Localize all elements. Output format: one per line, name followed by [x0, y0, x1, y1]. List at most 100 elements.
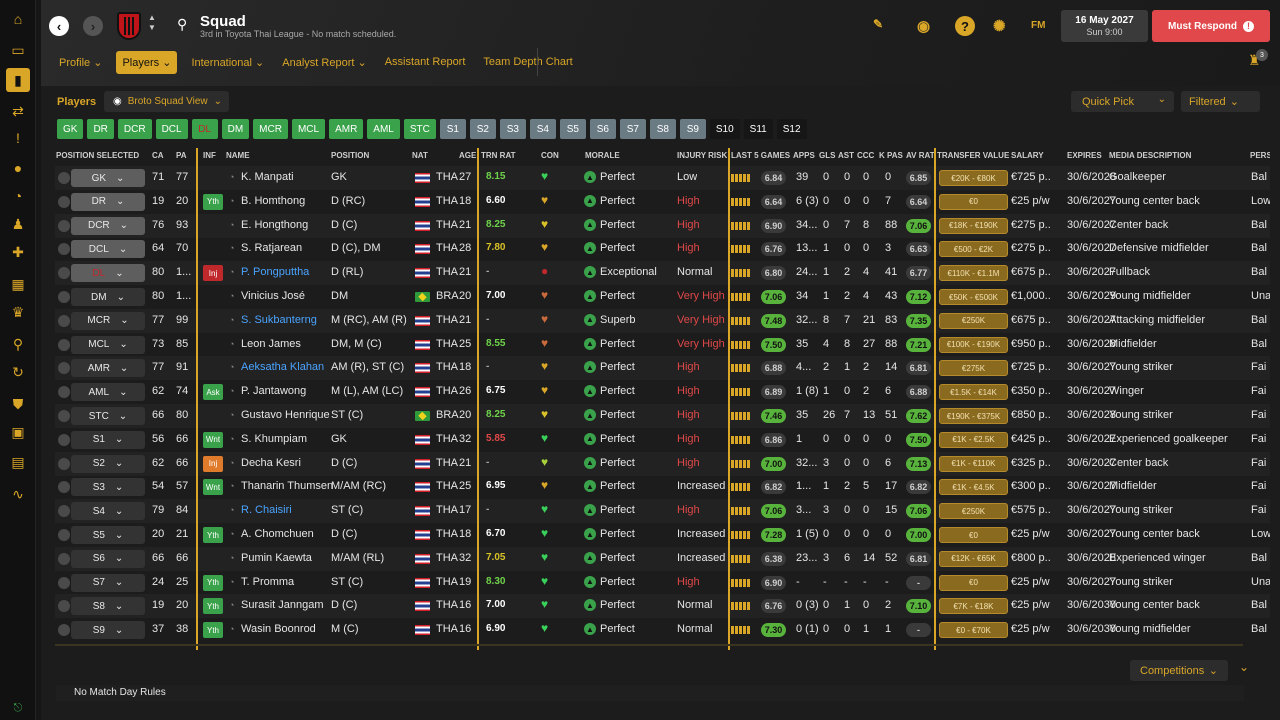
col-apps[interactable]: APPS — [793, 151, 815, 160]
player-name[interactable]: Aeksatha Klahan — [241, 361, 325, 374]
position-chip[interactable]: STC — [403, 119, 436, 139]
position-selector[interactable]: DR ⌄ — [71, 192, 145, 211]
select-checkbox[interactable] — [58, 481, 70, 494]
calendar-icon[interactable]: ▦ — [11, 275, 25, 292]
player-name[interactable]: A. Chomchuen — [241, 528, 314, 540]
home-icon[interactable]: ⌂ — [13, 11, 23, 27]
position-selector[interactable]: S3 ⌄ — [71, 478, 145, 497]
select-checkbox[interactable] — [58, 362, 70, 375]
competitions-button[interactable]: Competitions ⌄ — [1130, 660, 1228, 681]
table-row[interactable]: STC ⌄ 66 80 ◔ Gustavo Henrique ST (C) BRA 20 8.25… — [55, 404, 1270, 428]
player-name[interactable]: S. Sukbanterng — [241, 313, 317, 326]
world-icon[interactable]: ◉ — [917, 18, 931, 35]
select-checkbox[interactable] — [58, 552, 70, 565]
position-selector[interactable]: STC ⌄ — [71, 407, 145, 425]
player-name[interactable]: T. Promma — [241, 575, 295, 588]
position-selector[interactable]: S6 ⌄ — [71, 549, 145, 568]
info-badge[interactable]: Ask — [203, 384, 223, 401]
quick-pick-button[interactable]: Quick Pick ⌄ — [1071, 91, 1174, 112]
table-row[interactable]: DM ⌄ 80 1... ◔ Vinicius José DM BRA 20 7.00 ♥ ▲ Perf… — [55, 285, 1270, 309]
finance-icon[interactable]: ▣ — [11, 423, 25, 440]
position-chip[interactable]: DR — [87, 119, 114, 139]
info-badge[interactable]: Yth — [203, 193, 223, 210]
position-selector[interactable]: DL ⌄ — [71, 264, 145, 283]
col-trn-rat[interactable]: TRN RAT — [481, 151, 516, 160]
table-row[interactable]: S9 ⌄ 37 38 Yth ◔ Wasin Boonrod M (C) THA 16 6.90 ♥ ▲… — [55, 618, 1270, 642]
forward-button[interactable]: › — [83, 16, 103, 36]
col-transfer-value[interactable]: TRANSFER VALUE — [937, 151, 1010, 160]
help-icon[interactable]: ? — [955, 16, 975, 36]
position-chip[interactable]: GK — [57, 119, 84, 139]
player-name[interactable]: P. Jantawong — [241, 385, 307, 398]
player-name[interactable]: Decha Kesri — [241, 456, 301, 469]
player-name[interactable]: S. Ratjarean — [241, 242, 303, 255]
chevron-down-icon[interactable]: ⌄ — [1239, 660, 1250, 674]
search-icon[interactable]: ⚲ — [12, 335, 24, 352]
position-chip[interactable]: MCL — [291, 119, 326, 139]
col-ast[interactable]: AST — [838, 151, 854, 160]
col-pa[interactable]: PA — [176, 151, 187, 160]
player-name[interactable]: Surasit Janngam — [241, 599, 324, 612]
table-row[interactable]: S7 ⌄ 24 25 Yth ◔ T. Promma ST (C) THA 19 8.30 ♥ ▲ Per… — [55, 571, 1270, 595]
player-name[interactable]: K. Manpati — [241, 171, 294, 183]
select-checkbox[interactable] — [58, 505, 70, 518]
player-name[interactable]: P. Pongputtha — [241, 266, 310, 279]
position-selector[interactable]: S9 ⌄ — [71, 621, 145, 640]
position-selector[interactable]: GK ⌄ — [71, 169, 145, 187]
col-ca[interactable]: CA — [152, 151, 164, 160]
position-selector[interactable]: DM ⌄ — [71, 288, 145, 306]
club-switch-icon[interactable]: ▲ ▼ — [148, 13, 156, 32]
select-checkbox[interactable] — [58, 219, 70, 232]
info-badge[interactable]: Yth — [203, 622, 223, 639]
col-injury-risk[interactable]: INJURY RISK — [677, 151, 728, 160]
money-icon[interactable]: ▤ — [11, 453, 25, 470]
position-selector[interactable]: DCR ⌄ — [71, 216, 145, 235]
col-age[interactable]: AGE — [459, 151, 477, 160]
position-chip[interactable]: S12 — [776, 119, 807, 139]
select-checkbox[interactable] — [58, 243, 70, 256]
date-continue-button[interactable]: 16 May 2027 Sun 9:00 — [1061, 10, 1148, 42]
select-checkbox[interactable] — [58, 624, 70, 637]
table-row[interactable]: DCR ⌄ 76 93 ◔ E. Hongthong D (C) THA 21 8.25 ♥ ▲ Per… — [55, 213, 1270, 238]
medical-icon[interactable]: ✚ — [12, 243, 24, 260]
info-badge[interactable]: Wnt — [203, 479, 223, 496]
scout-icon[interactable]: ● — [13, 160, 23, 176]
col-nat[interactable]: NAT — [412, 151, 428, 160]
position-chip[interactable]: MCR — [253, 119, 288, 139]
position-selector[interactable]: MCR ⌄ — [71, 311, 145, 330]
col-position[interactable]: POSITION — [331, 151, 370, 160]
select-checkbox[interactable] — [58, 600, 70, 613]
table-row[interactable]: GK ⌄ 71 77 ◔ K. Manpati GK THA 27 8.15 ♥ ▲ Perfect Lo… — [55, 166, 1270, 190]
position-chip[interactable]: DCL — [155, 119, 188, 139]
info-badge[interactable]: Yth — [203, 598, 223, 615]
player-name[interactable]: Vinicius José — [241, 290, 305, 302]
col-morale[interactable]: MORALE — [585, 151, 620, 160]
tab-international[interactable]: International ⌄ — [187, 51, 268, 74]
tab-analyst-report[interactable]: Analyst Report ⌄ — [278, 51, 370, 74]
transfer-icon[interactable]: ⇄ — [12, 102, 24, 119]
player-name[interactable]: Thanarin Thumsen — [241, 480, 334, 493]
col-last-5-games[interactable]: LAST 5 GAMES — [731, 151, 791, 160]
col-gls[interactable]: GLS — [819, 151, 836, 160]
table-row[interactable]: AMR ⌄ 77 91 ◔ Aeksatha Klahan AM (R), ST (C) TH… — [55, 356, 1270, 381]
player-name[interactable]: Wasin Boonrod — [241, 623, 316, 636]
position-selector[interactable]: AMR ⌄ — [71, 359, 145, 378]
exit-icon[interactable]: ⎋ — [13, 701, 23, 714]
col-k-pas[interactable]: K PAS — [879, 151, 903, 160]
view-selector[interactable]: ◉ Broto Squad View ⌄ — [104, 91, 229, 112]
position-chip[interactable]: AMR — [329, 119, 364, 139]
select-checkbox[interactable] — [58, 172, 70, 184]
table-row[interactable]: AML ⌄ 62 74 Ask ◔ P. Jantawong M (L), AM (LC) TH… — [55, 380, 1270, 404]
back-button[interactable]: ‹ — [49, 16, 69, 36]
table-row[interactable]: S1 ⌄ 56 66 Wnt ◔ S. Khumpiam GK THA 32 5.85 ♥ ▲ Perfe… — [55, 428, 1270, 452]
col-con[interactable]: CON — [541, 151, 559, 160]
select-checkbox[interactable] — [58, 386, 70, 399]
select-checkbox[interactable] — [58, 433, 70, 446]
select-checkbox[interactable] — [58, 576, 70, 589]
select-checkbox[interactable] — [58, 338, 70, 351]
tactics-icon[interactable]: ! — [16, 130, 20, 146]
position-chip[interactable]: DCR — [117, 119, 152, 139]
info-badge[interactable]: Wnt — [203, 431, 223, 448]
col-media-description[interactable]: MEDIA DESCRIPTION — [1109, 151, 1192, 160]
table-row[interactable]: DR ⌄ 19 20 Yth ◔ B. Homthong D (RC) THA 18 6.60 ♥ ▲ P… — [55, 190, 1270, 214]
